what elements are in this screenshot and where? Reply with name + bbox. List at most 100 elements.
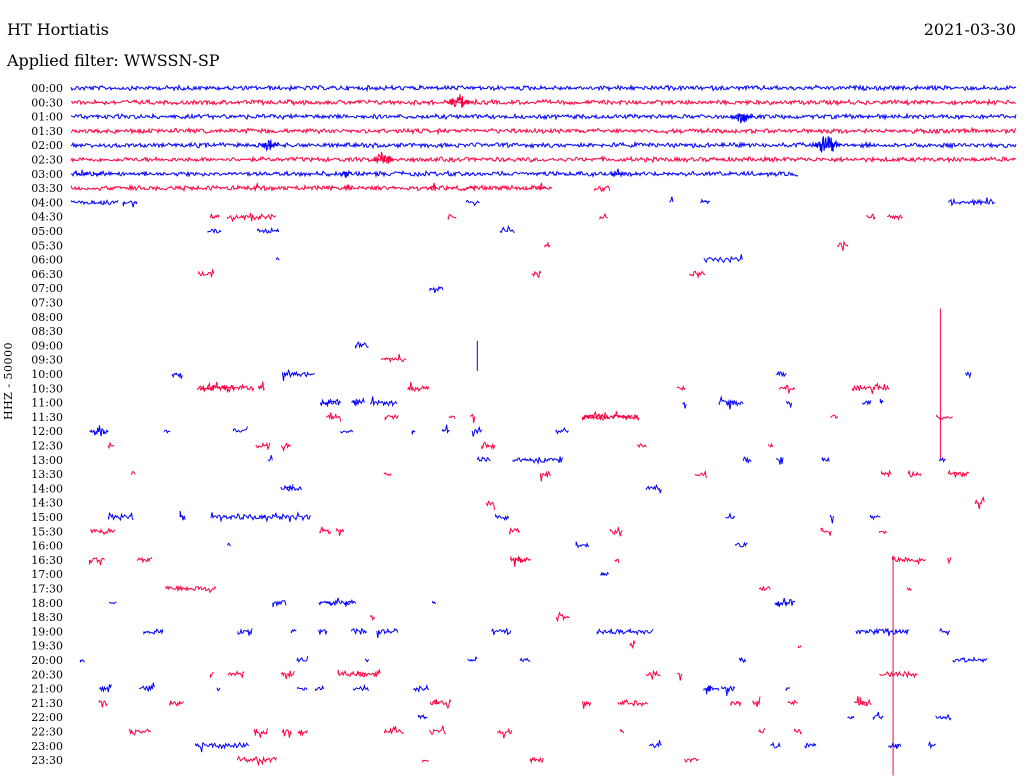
row-label-0430: 04:30 — [31, 211, 63, 224]
trace-0230 — [70, 155, 1017, 164]
row-label-2130: 21:30 — [31, 697, 63, 710]
row-label-0000: 00:00 — [31, 82, 63, 95]
trace-1300 — [267, 455, 946, 465]
row-label-1600: 16:00 — [31, 540, 63, 553]
trace-0930 — [380, 354, 407, 364]
row-label-0530: 05:30 — [31, 239, 63, 252]
row-label-0900: 09:00 — [31, 339, 63, 352]
trace-row-0630 — [198, 269, 706, 279]
trace-row-2330 — [237, 755, 699, 767]
trace-2000 — [79, 655, 988, 664]
trace-row-1700 — [600, 571, 609, 577]
trace-row-2000 — [79, 655, 988, 664]
trace-1730 — [165, 584, 912, 594]
trace-row-2300 — [195, 740, 936, 753]
row-label-1100: 11:00 — [31, 397, 63, 410]
trace-row-0400 — [70, 196, 995, 208]
trace-row-0000 — [70, 83, 1017, 93]
row-label-0830: 08:30 — [31, 325, 63, 338]
row-label-0930: 09:30 — [31, 354, 63, 367]
event-marker — [731, 113, 753, 124]
event-marker — [259, 139, 279, 152]
trace-1900 — [143, 627, 951, 638]
row-label-1000: 10:00 — [31, 368, 63, 381]
row-label-0100: 01:00 — [31, 111, 63, 124]
trace-row-1900 — [143, 627, 951, 638]
trace-row-1600 — [227, 541, 748, 549]
trace-0430 — [209, 212, 903, 223]
trace-2100 — [98, 682, 791, 696]
row-label-0400: 04:00 — [31, 196, 63, 209]
row-label-1230: 12:30 — [31, 440, 63, 453]
trace-1130 — [326, 410, 953, 423]
row-label-2230: 22:30 — [31, 726, 63, 739]
trace-1330 — [130, 469, 970, 482]
trace-0530 — [544, 240, 849, 251]
trace-row-1330 — [130, 469, 970, 482]
trace-row-1130 — [326, 410, 953, 423]
row-label-1730: 17:30 — [31, 583, 63, 596]
trace-row-0930 — [380, 354, 407, 364]
row-label-1030: 10:30 — [31, 382, 63, 395]
trace-row-1400 — [280, 483, 662, 494]
trace-row-1500 — [108, 510, 881, 524]
trace-row-1930 — [629, 640, 802, 650]
trace-1430 — [486, 495, 985, 510]
row-label-1200: 12:00 — [31, 425, 63, 438]
row-label-2000: 20:00 — [31, 654, 63, 667]
event-marker — [371, 151, 394, 165]
row-label-2330: 23:30 — [31, 754, 63, 767]
trace-row-1300 — [267, 455, 946, 465]
trace-0400 — [70, 196, 995, 208]
trace-row-2230 — [129, 725, 802, 739]
trace-1230 — [107, 441, 774, 453]
row-label-0030: 00:30 — [31, 96, 63, 109]
trace-row-0430 — [209, 212, 903, 223]
trace-row-1630 — [89, 555, 952, 567]
row-label-0200: 02:00 — [31, 139, 63, 152]
trace-row-0530 — [544, 240, 849, 251]
filter-label: Applied filter: WWSSN-SP — [7, 51, 220, 70]
trace-row-0200 — [70, 136, 1017, 153]
trace-row-0700 — [429, 285, 444, 294]
trace-0630 — [198, 269, 706, 279]
trace-0030 — [70, 97, 1017, 107]
row-label-0600: 06:00 — [31, 254, 63, 267]
row-label-1530: 15:30 — [31, 525, 63, 538]
trace-row-1230 — [107, 441, 774, 453]
row-label-0630: 06:30 — [31, 268, 63, 281]
trace-0130 — [70, 126, 1017, 136]
trace-2300 — [195, 740, 936, 753]
row-label-0130: 01:30 — [31, 125, 63, 138]
trace-0330 — [70, 181, 611, 193]
row-label-1400: 14:00 — [31, 482, 63, 495]
trace-0000 — [70, 83, 1017, 93]
row-label-0800: 08:00 — [31, 311, 63, 324]
trace-1400 — [280, 483, 662, 494]
row-label-1330: 13:30 — [31, 468, 63, 481]
trace-row-1800 — [109, 597, 796, 608]
row-label-1430: 14:30 — [31, 497, 63, 510]
trace-1200 — [163, 424, 569, 437]
row-label-1930: 19:30 — [31, 640, 63, 653]
row-label-1700: 17:00 — [31, 568, 63, 581]
trace-row-1030 — [197, 381, 890, 394]
row-label-2100: 21:00 — [31, 683, 63, 696]
date-label: 2021-03-30 — [923, 20, 1016, 39]
trace-1530 — [90, 525, 887, 537]
trace-1800 — [109, 597, 796, 608]
row-label-0330: 03:30 — [31, 182, 63, 195]
trace-2330 — [237, 755, 699, 767]
trace-2230 — [129, 725, 802, 739]
row-label-1900: 19:00 — [31, 625, 63, 638]
trace-0900 — [355, 341, 369, 349]
trace-row-2130 — [98, 696, 872, 710]
trace-1630 — [89, 555, 952, 567]
trace-row-1530 — [90, 525, 887, 537]
trace-1830 — [370, 611, 570, 622]
row-label-0300: 03:00 — [31, 168, 63, 181]
row-label-2030: 20:30 — [31, 668, 63, 681]
trace-1100 — [320, 395, 884, 410]
trace-2030 — [209, 668, 918, 681]
